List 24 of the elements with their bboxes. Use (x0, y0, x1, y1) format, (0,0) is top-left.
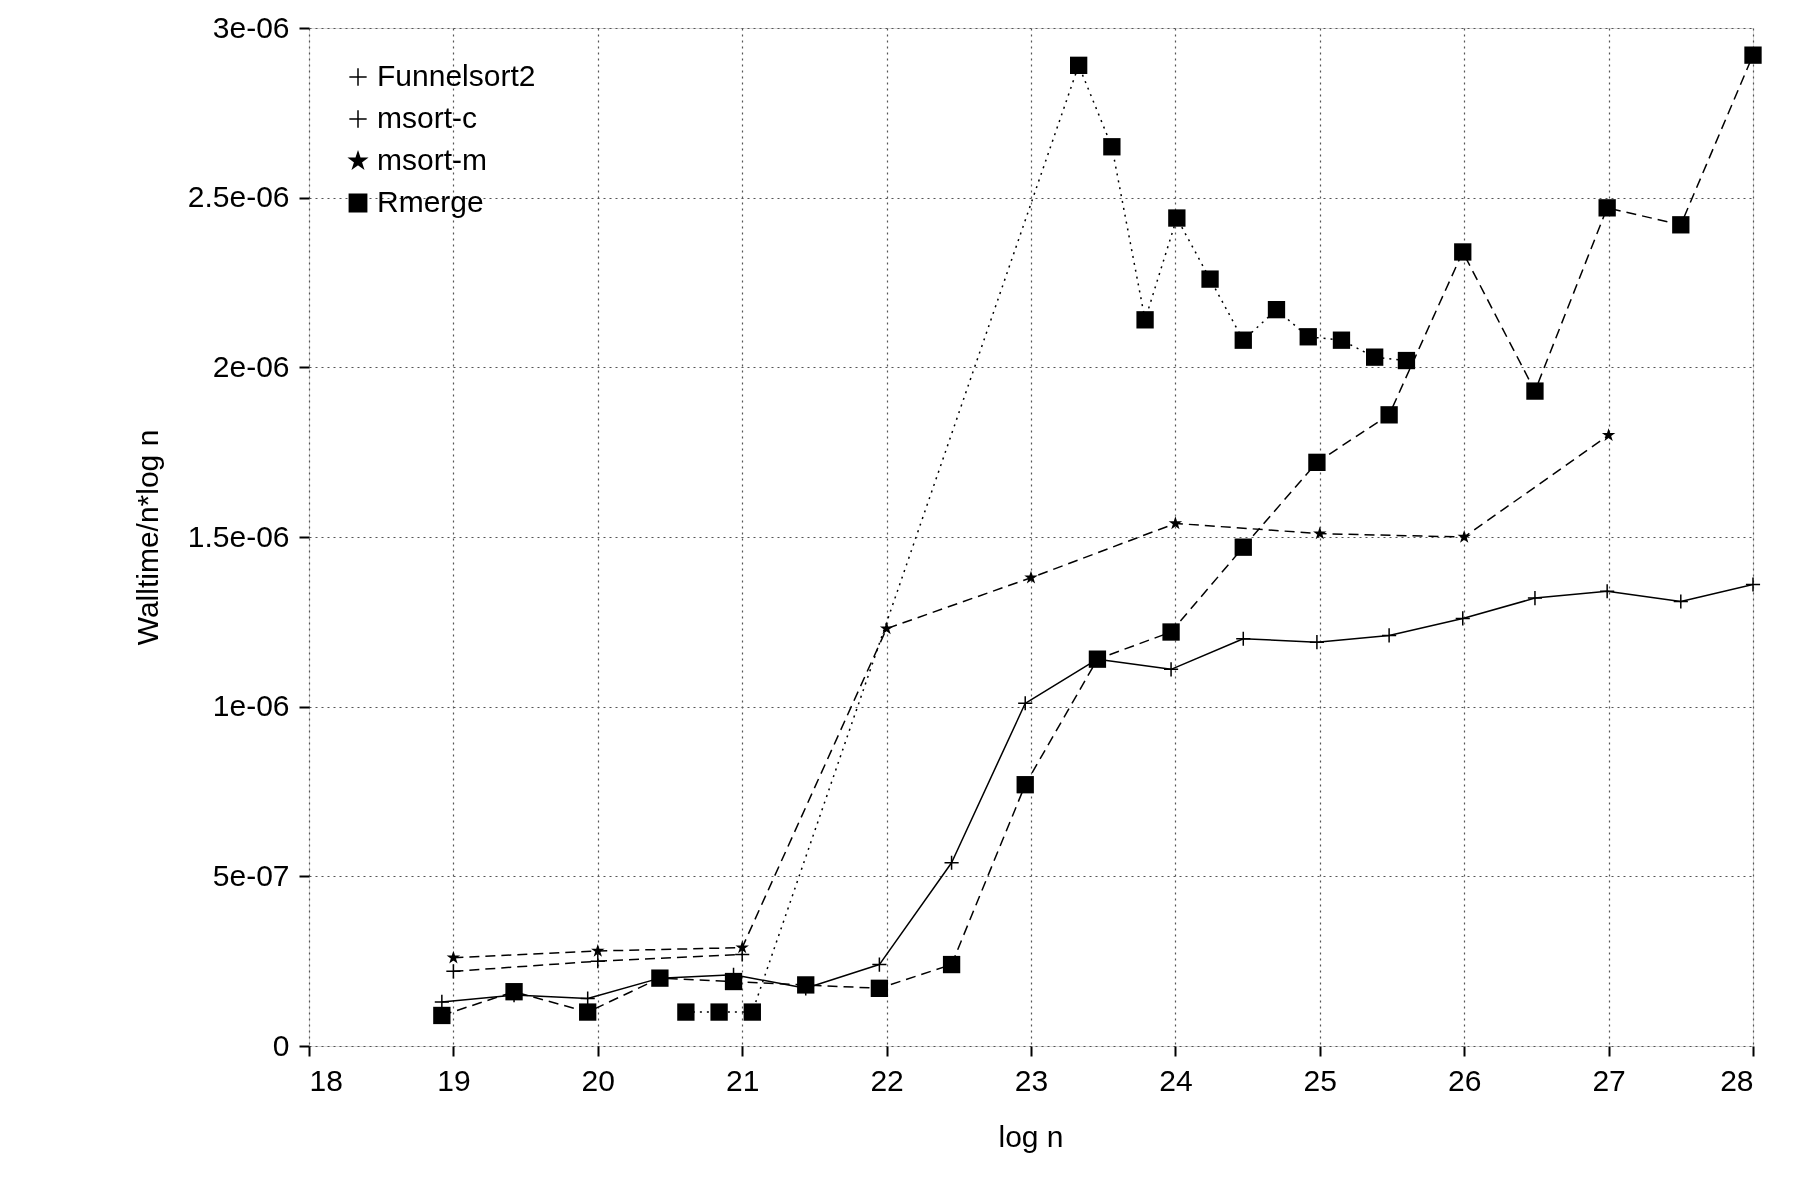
x-tick-label: 28 (1720, 1063, 1754, 1097)
y-tick-label: 1e-06 (212, 689, 290, 723)
x-tick-label: 18 (309, 1063, 343, 1097)
y-axis-title: Walltime/n*log n (130, 429, 164, 646)
x-tick-label: 25 (1303, 1063, 1337, 1097)
x-tick-label: 26 (1448, 1063, 1482, 1097)
legend-label: Rmerge (377, 185, 484, 218)
x-tick-label: 20 (581, 1063, 615, 1097)
x-tick-label: 24 (1159, 1063, 1193, 1097)
x-tick-label: 21 (726, 1063, 760, 1097)
y-tick-label: 0 (272, 1028, 290, 1062)
legend-label: msort-m (377, 143, 487, 176)
legend-label: msort-c (377, 101, 477, 134)
x-axis-title: log n (998, 1120, 1064, 1153)
y-tick-label: 1.5e-06 (187, 519, 290, 553)
y-tick-label: 5e-07 (212, 858, 290, 892)
y-tick-label: 3e-06 (212, 10, 290, 44)
y-tick-label: 2.5e-06 (187, 180, 290, 214)
x-tick-label: 27 (1592, 1063, 1626, 1097)
x-tick-label: 19 (437, 1063, 471, 1097)
legend-label: Funnelsort2 (377, 59, 536, 92)
x-tick-label: 23 (1014, 1063, 1049, 1097)
y-tick-label: 2e-06 (212, 349, 290, 383)
x-tick-label: 22 (870, 1063, 904, 1097)
